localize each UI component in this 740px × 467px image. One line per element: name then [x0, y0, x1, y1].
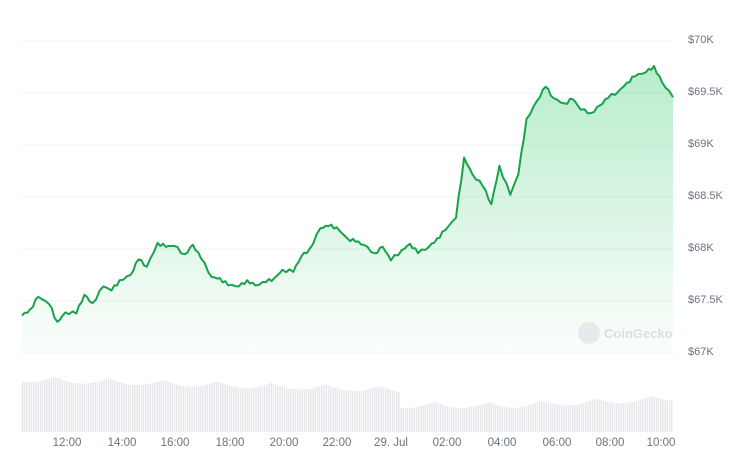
x-tick-label: 02:00 [432, 437, 462, 449]
y-tick-label: $69K [688, 138, 714, 150]
y-tick-label: $67.5K [688, 294, 723, 306]
y-tick-label: $70K [688, 34, 714, 46]
x-tick-label: 20:00 [269, 437, 299, 449]
coingecko-logo-icon [578, 322, 600, 344]
x-tick-label: 16:00 [160, 437, 190, 449]
y-tick-label: $67K [688, 346, 714, 358]
x-tick-label: 14:00 [107, 437, 137, 449]
volume-bars [22, 377, 673, 432]
y-tick-label: $68K [688, 242, 714, 254]
x-tick-label: 06:00 [542, 437, 572, 449]
y-tick-label: $69.5K [688, 86, 723, 98]
x-tick-label: 12:00 [52, 437, 82, 449]
x-tick-label: 29. Jul [374, 437, 408, 449]
watermark-text: CoinGecko [604, 325, 673, 341]
coingecko-watermark: CoinGecko [578, 322, 673, 344]
x-tick-label: 22:00 [322, 437, 352, 449]
x-tick-label: 10:00 [646, 437, 676, 449]
price-area-fill [22, 66, 673, 353]
x-tick-label: 08:00 [595, 437, 625, 449]
y-tick-label: $68.5K [688, 190, 723, 202]
x-tick-label: 18:00 [215, 437, 245, 449]
price-line[interactable] [21, 65, 674, 323]
x-tick-label: 04:00 [487, 437, 517, 449]
